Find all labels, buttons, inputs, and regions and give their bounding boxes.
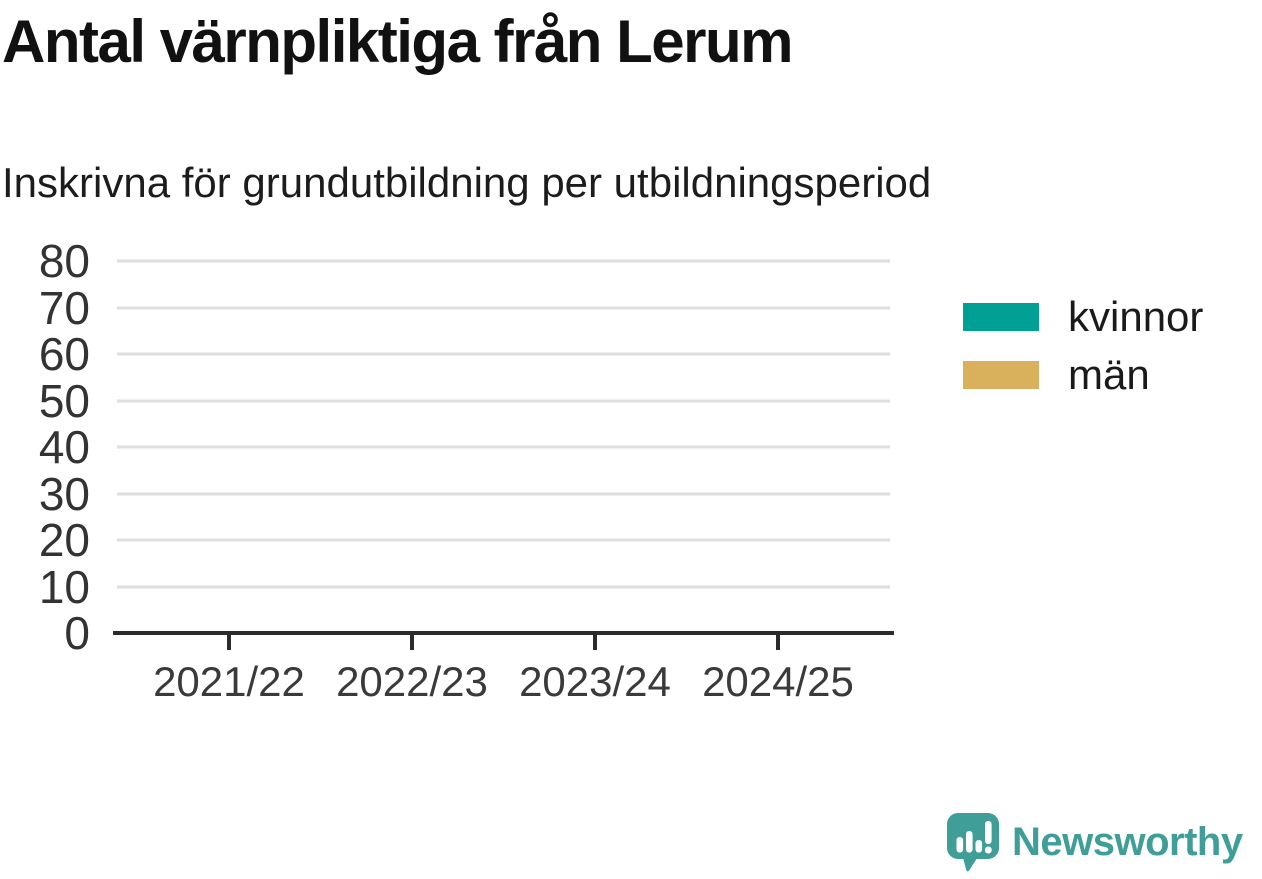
x-axis-cell-2024/25: 2024/25 [702, 635, 854, 703]
x-axis-line [113, 631, 894, 635]
x-axis-row: 2021/22 2022/23 2023/24 2024/25 [117, 635, 962, 703]
x-axis-tick [410, 635, 414, 650]
gridline [117, 306, 890, 309]
x-axis-cell-2022/23: 2022/23 [336, 635, 488, 703]
newsworthy-logo-text: Newsworthy [1012, 819, 1243, 864]
legend-label-kvinnor: kvinnor [1068, 293, 1204, 340]
legend-label-man: män [1068, 351, 1150, 398]
gridline [117, 538, 890, 542]
y-axis-labels: 0 10 20 30 40 50 60 70 80 [0, 238, 90, 656]
x-axis-cell-2023/24: 2023/24 [519, 635, 671, 703]
legend: kvinnor män [963, 296, 1203, 419]
y-axis-tick-label: 30 [38, 467, 90, 520]
plot-area [117, 259, 890, 633]
legend-swatch-kvinnor [963, 303, 1039, 331]
y-axis-tick-label: 20 [38, 514, 90, 566]
x-axis-tick-label: 2022/23 [336, 658, 488, 705]
gridline [117, 585, 890, 588]
x-axis-cell-2021/22: 2021/22 [153, 635, 305, 703]
y-axis-tick-label: 50 [38, 374, 90, 427]
y-axis-tick-label: 80 [38, 235, 90, 287]
gridline [117, 492, 890, 495]
newsworthy-speech-bubble-bar-chart-icon [945, 811, 1001, 872]
chart-subtitle: Inskrivna för grundutbildning per utbild… [2, 159, 932, 206]
gridline [117, 399, 890, 402]
gridline [117, 259, 890, 263]
legend-swatch-man [963, 361, 1039, 389]
gridline [117, 445, 890, 449]
x-axis-tick-label: 2021/22 [153, 658, 305, 705]
y-axis-tick-label: 60 [38, 328, 90, 380]
x-axis-tick-label: 2024/25 [702, 658, 854, 705]
y-axis-tick-label: 10 [38, 560, 90, 613]
newsworthy-logo: Newsworthy [945, 811, 1243, 872]
x-axis-tick-label: 2023/24 [519, 658, 671, 705]
y-axis-tick-label: 40 [38, 421, 90, 473]
bars-row [117, 261, 890, 633]
y-axis-tick-label: 70 [38, 281, 90, 334]
x-axis-tick [227, 635, 231, 650]
x-axis-tick [593, 635, 597, 650]
legend-item-man: män [963, 354, 1203, 396]
chart-title: Antal värnpliktiga från Lerum [2, 8, 794, 75]
legend-item-kvinnor: kvinnor [963, 296, 1203, 338]
x-axis-tick [776, 635, 780, 650]
y-axis-tick-label: 0 [64, 607, 90, 659]
gridline [117, 352, 890, 356]
